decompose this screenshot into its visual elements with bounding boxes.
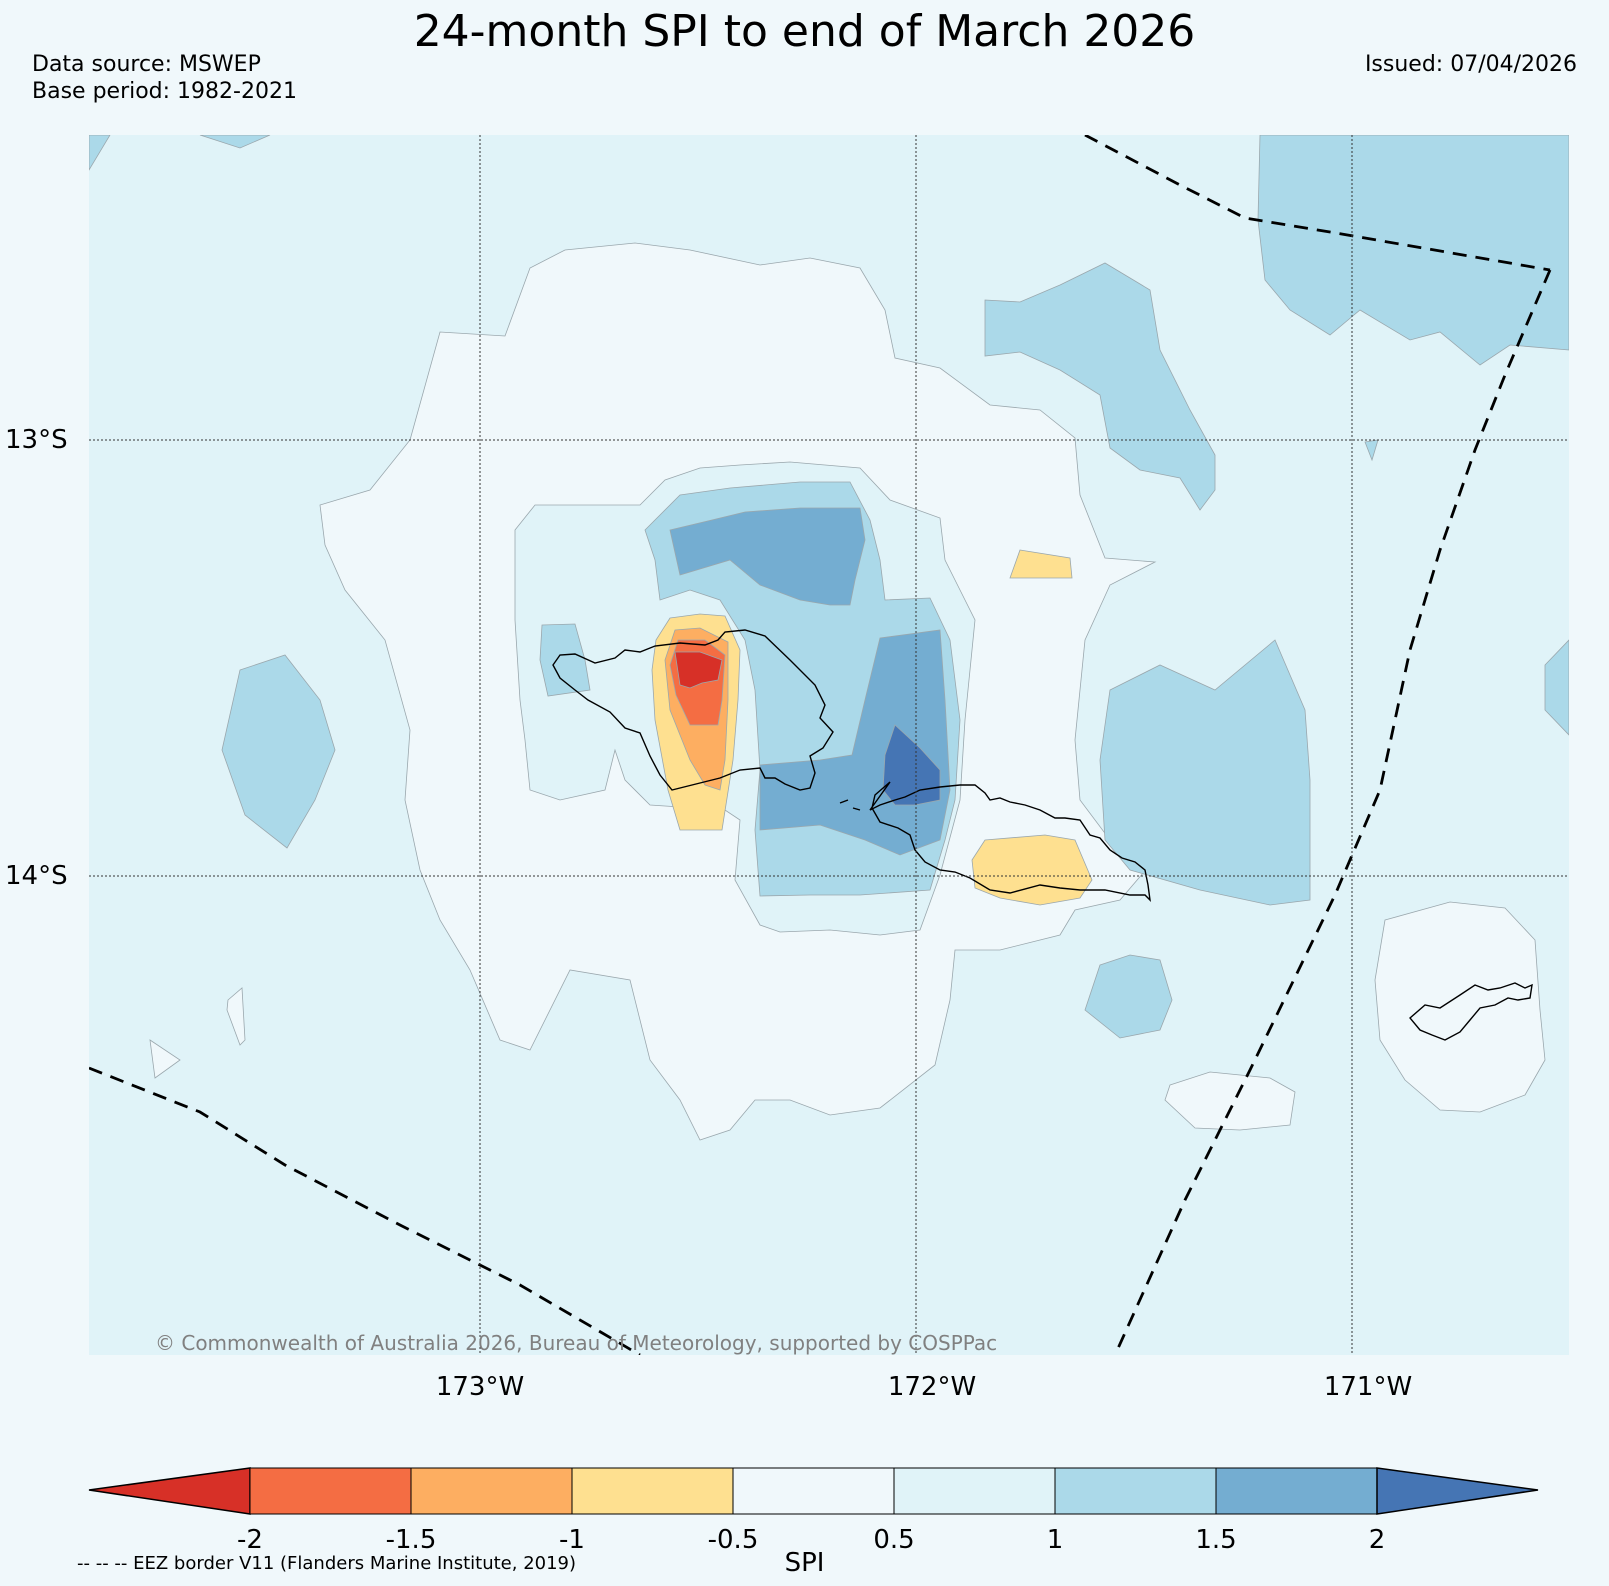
spi-wet-northeast (1257, 135, 1569, 366)
upolu-coastline (839, 781, 1151, 902)
colorbar-tick: 1 (1047, 1525, 1064, 1555)
colorbar-bin (1054, 1467, 1217, 1515)
lat-label-13s: 13°S (5, 425, 68, 455)
colorbar-bin (249, 1467, 412, 1515)
colorbar-tick: 2 (1369, 1525, 1386, 1555)
colorbar-tick: -2 (237, 1525, 263, 1555)
lon-label-172w: 172°W (888, 1372, 976, 1402)
eez-border-north (1084, 135, 1551, 272)
issued-date: Issued: 07/04/2026 (1364, 52, 1577, 77)
eez-border-southwest (89, 1066, 641, 1355)
base-period: Base period: 1982-2021 (32, 79, 297, 104)
colorbar-bin (893, 1467, 1056, 1515)
copyright-notice: © Commonwealth of Australia 2026, Bureau… (155, 1331, 997, 1355)
spi-wet-north-central (984, 262, 1216, 511)
lon-label-171w: 171°W (1324, 1372, 1412, 1402)
spi-wet-east (1099, 639, 1311, 906)
lat-label-14s: 14°S (5, 861, 68, 891)
spi-dry-extreme (674, 651, 723, 689)
gridlines (89, 135, 1569, 1355)
spi-wet-south-east (1084, 954, 1173, 1039)
spi-near-normal-east (1374, 901, 1546, 1113)
eez-border-east (1113, 269, 1552, 1355)
tutuila-coastline (1409, 982, 1533, 1041)
colorbar-extend-low (88, 1467, 251, 1515)
spi-near-normal-southeast (1164, 1071, 1296, 1131)
data-info: Data source: MSWEP Base period: 1982-202… (32, 51, 297, 105)
colorbar-label: SPI (784, 1548, 825, 1578)
lon-label-173w: 173°W (436, 1372, 524, 1402)
savaii-coastline (552, 629, 834, 791)
spi-wet-core-north (669, 507, 866, 606)
colorbar-bin (1215, 1467, 1378, 1515)
colorbar-tick: -1 (559, 1525, 585, 1555)
data-source: Data source: MSWEP (32, 52, 261, 77)
map-area: © Commonwealth of Australia 2026, Bureau… (89, 135, 1569, 1355)
colorbar-bin (571, 1467, 734, 1515)
colorbar: -2 -1.5 -1 -0.5 0.5 1 1.5 2 (88, 1467, 1539, 1555)
colorbar-tick: -0.5 (708, 1525, 759, 1555)
spi-wet-extreme (882, 724, 941, 806)
colorbar-tick: 0.5 (873, 1525, 914, 1555)
spi-wet-west (221, 654, 336, 849)
eez-footnote: -- -- -- EEZ border V11 (Flanders Marine… (77, 1553, 577, 1574)
colorbar-tick: 1.5 (1195, 1525, 1236, 1555)
colorbar-bin (410, 1467, 573, 1515)
map-title: 24-month SPI to end of March 2026 (413, 6, 1196, 57)
colorbar-tick: -1.5 (386, 1525, 437, 1555)
spi-dry-north-patch (1009, 549, 1073, 579)
colorbar-extend-high (1376, 1467, 1539, 1515)
colorbar-bin (732, 1467, 895, 1515)
